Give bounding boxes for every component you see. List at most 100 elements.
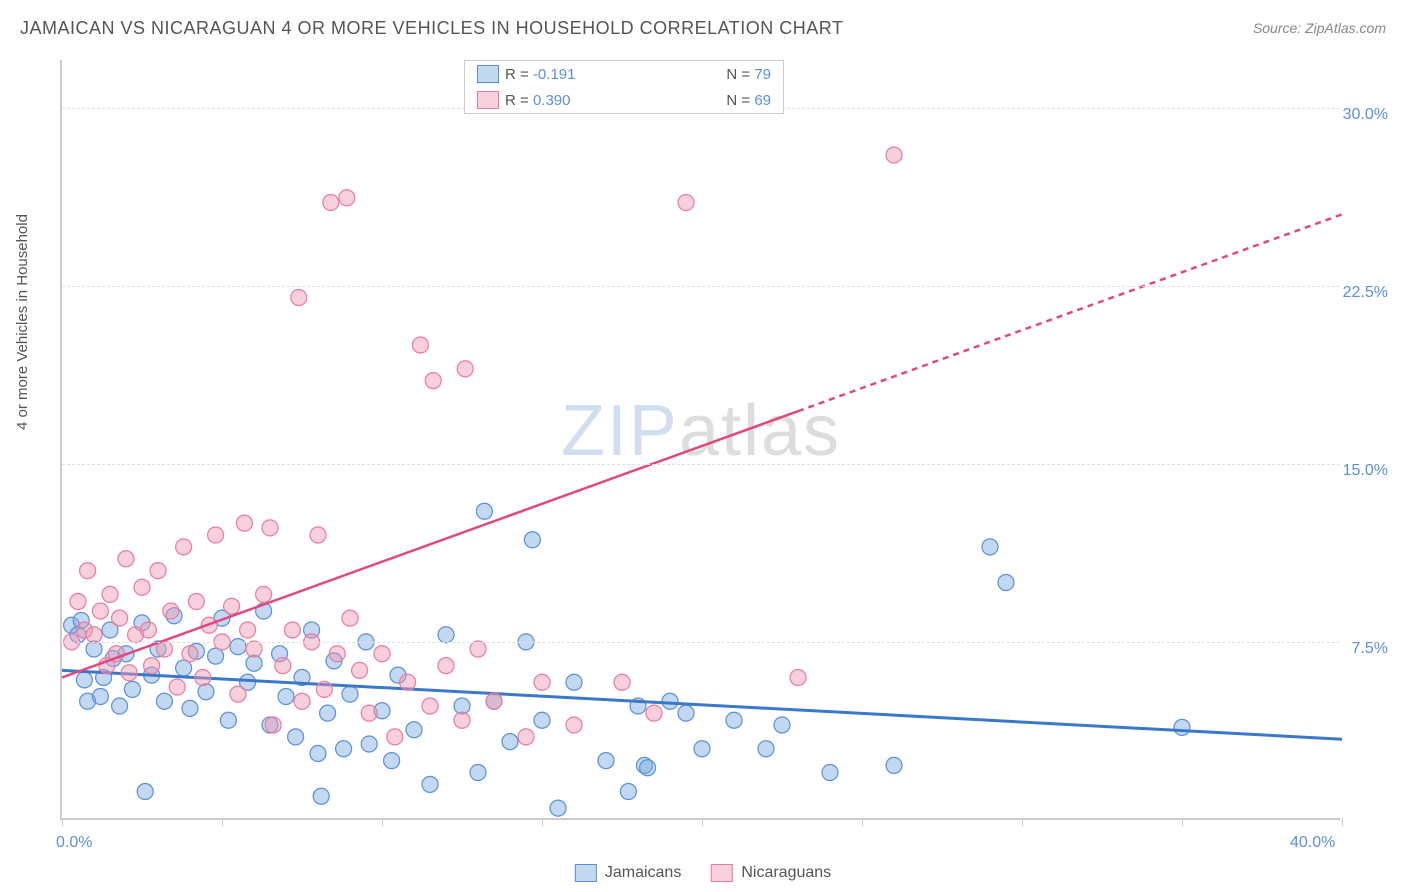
scatter-point (886, 147, 902, 163)
scatter-point (438, 627, 454, 643)
scatter-point (361, 705, 377, 721)
scatter-point (438, 658, 454, 674)
scatter-point (646, 705, 662, 721)
legend-item-nicaraguans: Nicaraguans (711, 864, 831, 882)
scatter-point (758, 741, 774, 757)
scatter-point (566, 717, 582, 733)
scatter-point (678, 195, 694, 211)
chart-container: JAMAICAN VS NICARAGUAN 4 OR MORE VEHICLE… (0, 0, 1406, 892)
scatter-point (534, 674, 550, 690)
scatter-point (316, 681, 332, 697)
scatter-point (284, 622, 300, 638)
y-tick-label: 7.5% (1352, 640, 1388, 658)
scatter-point (198, 684, 214, 700)
scatter-point (502, 734, 518, 750)
series-legend: Jamaicans Nicaraguans (575, 864, 831, 882)
legend-r: R = -0.191 (505, 66, 575, 83)
scatter-point (208, 527, 224, 543)
legend-r: R = 0.390 (505, 92, 570, 109)
scatter-point (454, 698, 470, 714)
scatter-point (320, 705, 336, 721)
scatter-point (156, 693, 172, 709)
scatter-point (476, 503, 492, 519)
legend-swatch-jamaicans (575, 864, 597, 882)
x-tick (1022, 818, 1023, 826)
regression-line-dashed (798, 214, 1342, 411)
scatter-point (336, 741, 352, 757)
y-axis-label: 4 or more Vehicles in Household (14, 214, 31, 430)
scatter-point (220, 712, 236, 728)
scatter-point (640, 760, 656, 776)
scatter-point (566, 674, 582, 690)
scatter-point (236, 515, 252, 531)
scatter-point (886, 757, 902, 773)
scatter-point (620, 784, 636, 800)
scatter-point (361, 736, 377, 752)
regression-line (62, 670, 1342, 739)
scatter-point (534, 712, 550, 728)
scatter-point (256, 586, 272, 602)
scatter-point (694, 741, 710, 757)
legend-row: R = 0.390 N = 69 (465, 87, 783, 113)
legend-n: N = 69 (726, 92, 771, 109)
scatter-point (137, 784, 153, 800)
scatter-point (112, 610, 128, 626)
scatter-point (422, 776, 438, 792)
legend-label-nicaraguans: Nicaraguans (741, 864, 831, 882)
legend-item-jamaicans: Jamaicans (575, 864, 681, 882)
scatter-point (291, 290, 307, 306)
scatter-point (208, 648, 224, 664)
scatter-point (422, 698, 438, 714)
scatter-point (518, 729, 534, 745)
scatter-point (121, 665, 137, 681)
x-tick (62, 818, 63, 826)
scatter-point (352, 662, 368, 678)
scatter-point (265, 717, 281, 733)
scatter-point (176, 539, 192, 555)
scatter-point (982, 539, 998, 555)
scatter-point (163, 603, 179, 619)
scatter-point (86, 627, 102, 643)
scatter-point (470, 765, 486, 781)
y-tick-label: 15.0% (1343, 462, 1388, 480)
x-label-left: 0.0% (56, 834, 92, 852)
scatter-point (598, 753, 614, 769)
scatter-point (454, 712, 470, 728)
scatter-point (998, 575, 1014, 591)
gridline (62, 642, 1340, 643)
scatter-point (774, 717, 790, 733)
x-tick (702, 818, 703, 826)
scatter-point (70, 594, 86, 610)
scatter-point (124, 681, 140, 697)
legend-swatch (477, 65, 499, 83)
scatter-point (790, 670, 806, 686)
scatter-point (678, 705, 694, 721)
scatter-point (310, 527, 326, 543)
scatter-point (275, 658, 291, 674)
x-label-right: 40.0% (1290, 834, 1335, 852)
scatter-point (76, 672, 92, 688)
x-tick (382, 818, 383, 826)
scatter-point (486, 693, 502, 709)
scatter-point (384, 753, 400, 769)
scatter-point (406, 722, 422, 738)
scatter-point (313, 788, 329, 804)
scatter-point (342, 686, 358, 702)
scatter-point (310, 746, 326, 762)
scatter-point (374, 646, 390, 662)
scatter-point (80, 563, 96, 579)
scatter-point (457, 361, 473, 377)
scatter-point (342, 610, 358, 626)
scatter-point (92, 689, 108, 705)
scatter-point (323, 195, 339, 211)
scatter-point (102, 586, 118, 602)
scatter-point (662, 693, 678, 709)
legend-row: R = -0.191N = 79 (465, 61, 783, 87)
scatter-point (726, 712, 742, 728)
scatter-point (140, 622, 156, 638)
scatter-point (150, 563, 166, 579)
chart-title: JAMAICAN VS NICARAGUAN 4 OR MORE VEHICLE… (20, 18, 843, 39)
scatter-point (92, 603, 108, 619)
scatter-point (262, 520, 278, 536)
x-tick (862, 818, 863, 826)
